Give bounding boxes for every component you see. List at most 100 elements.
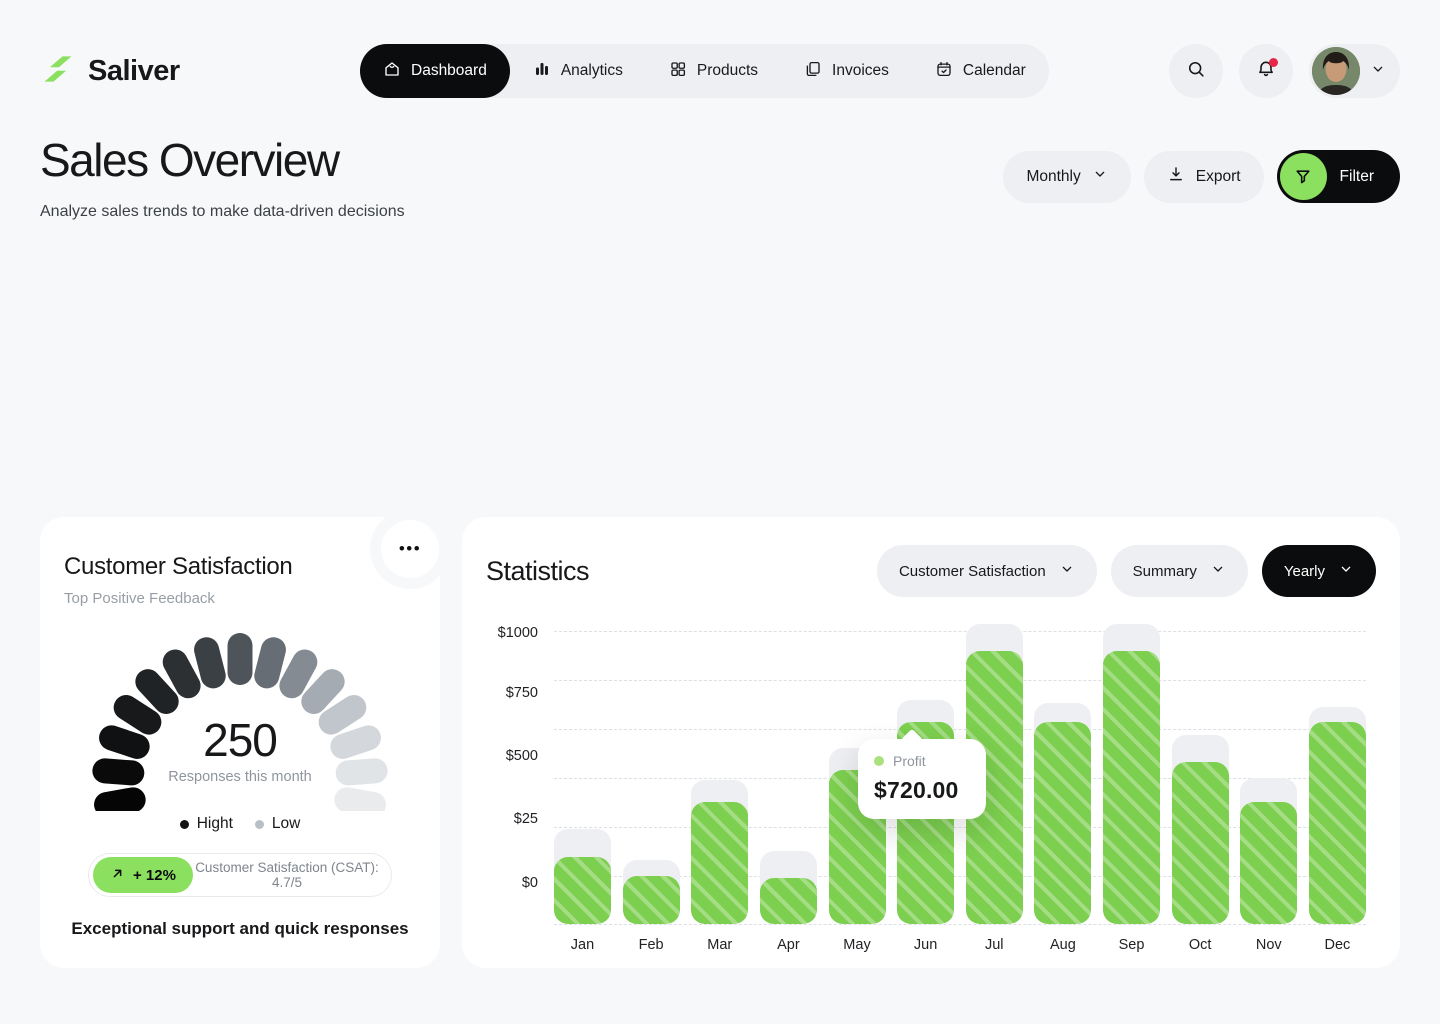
avatar	[1312, 47, 1360, 95]
metric-dropdown[interactable]: Customer Satisfaction	[876, 545, 1097, 597]
profit-bar-chart: $1000 $750 $500 $25 $0 Profit $720.00 Jan Feb…	[486, 624, 1376, 953]
main-nav: Dashboard Analytics Products	[360, 44, 1049, 98]
page-title: Sales Overview	[40, 134, 340, 186]
y-tick: $750	[505, 685, 538, 701]
legend-label: Low	[271, 815, 301, 832]
arrow-up-right-icon	[110, 866, 125, 885]
month-label: Sep	[1118, 937, 1145, 953]
csat-text: Customer Satisfaction (CSAT): 4.7/5	[195, 860, 379, 890]
card-subtitle: Top Positive Feedback	[64, 590, 215, 607]
bar-feb[interactable]	[622, 631, 680, 924]
filter-button-label: Filter	[1339, 167, 1374, 185]
legend-item-low: Low	[254, 815, 301, 833]
chart-controls: Customer Satisfaction Summary Yearly	[876, 545, 1376, 597]
gauge-arc	[92, 633, 388, 811]
range-dropdown[interactable]: Yearly	[1261, 545, 1376, 597]
y-tick: $0	[521, 875, 538, 891]
invoices-icon	[804, 60, 822, 83]
mode-dropdown-label: Summary	[1132, 562, 1197, 580]
bar-value	[1171, 762, 1229, 924]
legend-label: Hight	[196, 815, 233, 832]
satisfaction-gauge: 250 Responses this month	[90, 619, 390, 811]
export-button[interactable]: Export	[1143, 150, 1264, 203]
gridline	[554, 876, 1366, 877]
legend-item-hight: Hight	[179, 815, 233, 833]
bar-oct[interactable]	[1171, 631, 1229, 924]
tooltip-dot	[874, 756, 884, 766]
y-tick: $1000	[497, 625, 538, 641]
nav-label: Dashboard	[411, 62, 487, 79]
bar-value	[1103, 651, 1160, 924]
nav-item-products[interactable]: Products	[646, 44, 781, 98]
chart-tooltip: Profit $720.00	[858, 739, 986, 819]
bar-mar[interactable]	[691, 631, 749, 924]
gridline	[554, 827, 1366, 828]
y-tick: $25	[513, 811, 538, 827]
month-label: Apr	[777, 937, 800, 953]
search-button[interactable]	[1169, 44, 1223, 98]
nav-item-invoices[interactable]: Invoices	[781, 44, 912, 98]
more-dots-icon: •••	[398, 539, 422, 558]
customer-satisfaction-card: ••• Customer Satisfaction Top Positive F…	[40, 517, 440, 968]
bar-value	[1034, 722, 1092, 924]
metric-dropdown-label: Customer Satisfaction	[898, 562, 1046, 580]
month-label: Aug	[1049, 937, 1076, 953]
nav-label: Invoices	[832, 62, 889, 79]
filter-button[interactable]: Filter	[1276, 150, 1400, 203]
month-label: Dec	[1324, 937, 1351, 953]
bar-jan[interactable]	[554, 631, 611, 924]
brand-name: Saliver	[88, 54, 180, 87]
bar-value	[622, 876, 680, 924]
bar-aug[interactable]	[1034, 631, 1092, 924]
search-icon	[1186, 59, 1206, 84]
chevron-down-icon	[1370, 61, 1386, 82]
y-tick: $500	[505, 748, 538, 764]
gauge-legend: Hight Low	[64, 815, 416, 833]
page-header: Sales Overview Analyze sales trends to m…	[40, 133, 405, 221]
filter-icon	[1279, 153, 1327, 200]
chart-plot: Profit $720.00	[554, 624, 1366, 926]
bar-nov[interactable]	[1240, 631, 1298, 924]
tooltip-value: $720.00	[874, 777, 959, 803]
bar-sep[interactable]	[1103, 624, 1160, 924]
card-more-button[interactable]: •••	[381, 520, 439, 578]
nav-item-calendar[interactable]: Calendar	[912, 44, 1049, 98]
statistics-card: Statistics Customer Satisfaction Summary	[462, 517, 1400, 968]
calendar-icon	[935, 60, 953, 83]
nav-label: Calendar	[962, 62, 1026, 79]
month-label: Nov	[1255, 937, 1282, 953]
user-menu[interactable]	[1309, 44, 1400, 98]
bar-apr[interactable]	[759, 631, 817, 924]
nav-label: Analytics	[560, 62, 623, 79]
csat-summary: + 12% Customer Satisfaction (CSAT): 4.7/…	[88, 853, 392, 897]
page-actions: Monthly Export Filter	[1003, 150, 1400, 203]
notifications-button[interactable]	[1239, 44, 1293, 98]
change-badge: + 12%	[93, 857, 193, 893]
mode-dropdown[interactable]: Summary	[1110, 545, 1248, 597]
bar-value	[691, 802, 749, 924]
top-bar: Saliver Dashboard Analytics	[0, 44, 1440, 98]
period-dropdown-label: Monthly	[1026, 167, 1081, 185]
period-dropdown[interactable]: Monthly	[1003, 150, 1131, 203]
bar-dec[interactable]	[1308, 631, 1366, 924]
gridline	[554, 680, 1366, 681]
nav-item-analytics[interactable]: Analytics	[510, 44, 646, 98]
gridline	[554, 631, 1366, 632]
change-badge-value: + 12%	[133, 866, 176, 884]
card-title: Customer Satisfaction	[64, 553, 293, 580]
logo-icon	[40, 51, 76, 92]
tooltip-series-label: Profit	[893, 753, 926, 769]
page-subtitle: Analyze sales trends to make data-driven…	[40, 203, 405, 220]
bar-value	[554, 857, 611, 924]
chevron-down-icon	[1092, 166, 1108, 187]
download-icon	[1167, 165, 1185, 188]
gridline	[554, 729, 1366, 730]
nav-item-dashboard[interactable]: Dashboard	[360, 44, 510, 98]
month-label: Feb	[638, 937, 664, 953]
baseline	[554, 924, 1366, 925]
month-label: May	[843, 937, 871, 953]
bar-value	[1240, 802, 1298, 924]
month-label: Jan	[570, 937, 595, 953]
card-title: Statistics	[486, 555, 590, 586]
brand-logo[interactable]: Saliver	[40, 51, 180, 92]
